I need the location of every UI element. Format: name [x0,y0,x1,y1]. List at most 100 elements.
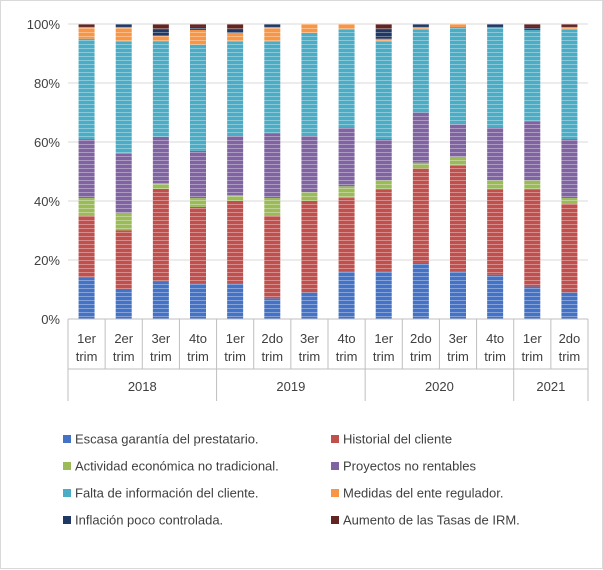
bar-segment [375,271,392,319]
bar-segment [561,29,578,140]
y-tick-label: 100% [27,17,61,32]
bar-segment [227,283,244,319]
x-tick-label: trim [299,349,321,364]
bar-segment [227,201,244,284]
bar-segment [264,26,281,42]
bar-segment [561,292,578,319]
x-tick-label: trim [76,349,98,364]
bar-segment [115,289,132,319]
bar-segment [264,133,281,199]
x-tick-label: trim [559,349,581,364]
legend-swatch [63,435,71,443]
bar-segment [412,112,429,163]
x-tick-label: trim [187,349,209,364]
x-tick-label: 3er [300,331,319,346]
bar-segment [78,38,95,140]
bar-segment [190,206,206,284]
legend-swatch [63,516,71,524]
x-tick-label: trim [113,349,135,364]
bar-segment [487,274,504,319]
bar-segment [190,150,206,199]
bar-segment [78,198,95,216]
bar-segment [301,292,318,319]
bar-segment [152,183,169,189]
bar-segment [190,24,206,27]
legend-swatch [331,489,339,497]
bar-segment [78,277,95,319]
bar-segment [450,124,466,157]
bar-segment [338,198,355,272]
bar-segment [152,29,169,36]
x-tick-label: 2er [114,331,133,346]
bar-segment [338,186,355,199]
bar-segment [264,215,281,299]
x-tick-label: 4to [486,331,504,346]
x-tick-label: trim [261,349,283,364]
bar-segment [227,24,244,30]
bar-segment [152,188,169,282]
bar-segment [524,26,541,30]
bar-segment [487,26,504,128]
x-tick-label: 1er [374,331,393,346]
gridlines [68,23,588,320]
bar-segment [524,286,541,319]
legend-label: Medidas del ente regulador. [343,486,503,501]
bar-segment [524,24,541,27]
x-tick-label: 1er [226,331,245,346]
bar-segment [227,32,244,42]
bar-segment [301,201,318,293]
bar-segment [487,180,504,190]
x-tick-label: 4to [189,331,207,346]
x-group-label: 2018 [128,379,157,394]
x-group-label: 2019 [276,379,305,394]
bar-segment [190,198,206,207]
bar-segment [450,271,466,319]
bar-segment [487,127,504,181]
bar-segment [412,162,429,169]
bar-segment [375,180,392,190]
bar-segment [450,26,466,125]
bar-segment [152,41,169,137]
legend-label: Actividad económica no tradicional. [75,459,279,474]
bar-segment [524,189,541,287]
bar-segment [190,26,206,30]
bar-segment [338,24,355,30]
bars [78,24,578,319]
bar-segment [375,41,392,140]
bar-segment [78,26,95,39]
bar-segment [115,24,132,27]
bar-segment [190,283,206,319]
bar-segment [152,136,169,184]
x-tick-label: 1er [523,331,542,346]
legend-swatch [331,462,339,470]
bar-segment [115,26,132,42]
x-tick-label: trim [447,349,469,364]
bar-segment [152,24,169,30]
y-tick-label: 20% [34,253,60,268]
bar-segment [487,24,504,27]
y-tick-label: 40% [34,194,60,209]
legend-swatch [331,435,339,443]
bar-segment [412,26,429,30]
bar-segment [152,35,169,42]
bar-segment [561,198,578,204]
bar-segment [524,29,541,122]
x-tick-label: 1er [77,331,96,346]
x-tick-label: trim [484,349,506,364]
x-tick-label: trim [373,349,395,364]
bar-segment [375,189,392,272]
bar-segment [338,29,355,128]
bar-segment [190,44,206,151]
x-group-label: 2020 [425,379,454,394]
bar-segment [264,198,281,216]
x-group-label: 2021 [536,379,565,394]
legend: Escasa garantía del prestatario. Historia… [63,432,520,528]
bar-segment [227,41,244,137]
legend-swatch [63,462,71,470]
bar-segment [338,271,355,319]
bar-segment [524,121,541,181]
bar-segment [78,139,95,199]
bar-segment [227,195,244,201]
legend-label: Historial del cliente [343,432,452,447]
